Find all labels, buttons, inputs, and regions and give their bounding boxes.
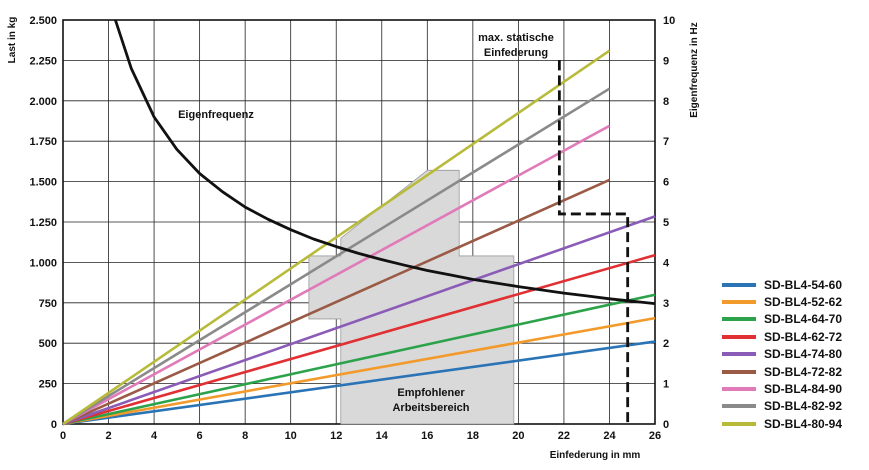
axis-ticks: 0 2 4 6 8 10 12 14 16 18 20 22 24 2602505007501.0001.… xyxy=(29,15,675,442)
y-left-tick-label: 2.250 xyxy=(29,55,57,67)
x-tick-label: 24 xyxy=(603,430,616,442)
y-left-tick-label: 500 xyxy=(39,338,57,350)
y-left-tick-label: 1.500 xyxy=(29,177,57,189)
legend-label: SD-BL4-64-70 xyxy=(764,312,843,327)
legend-swatch xyxy=(722,282,756,287)
series-line-sd-bl4-72-82 xyxy=(62,178,610,426)
x-tick-label: 22 xyxy=(558,430,570,442)
legend-label: SD-BL4-72-82 xyxy=(764,364,843,379)
legend-swatch xyxy=(722,317,756,322)
legend-label: SD-BL4-62-72 xyxy=(764,329,843,344)
legend-swatch xyxy=(722,369,756,374)
x-tick-label: 18 xyxy=(467,430,479,442)
legend-item: SD-BL4-80-94 xyxy=(722,415,869,432)
max-deflection-line-0 xyxy=(557,60,630,424)
natural-frequency-curve-group xyxy=(114,19,656,305)
series-line-sd-bl4-62-72 xyxy=(62,253,656,426)
y-left-tick-label: 1.000 xyxy=(29,257,57,269)
y-right-axis-title: Eigenfrequenz in Hz xyxy=(689,22,700,118)
x-tick-label: 26 xyxy=(649,430,661,442)
y-right-tick-label: 1 xyxy=(663,379,669,391)
series-line-sd-bl4-74-80 xyxy=(62,215,656,426)
x-tick-label: 14 xyxy=(376,430,389,442)
y-right-tick-label: 6 xyxy=(663,177,669,189)
legend-label: SD-BL4-54-60 xyxy=(764,277,843,292)
series-line-sd-bl4-52-62 xyxy=(62,316,656,426)
legend-label: SD-BL4-74-80 xyxy=(764,347,843,362)
legend-item: SD-BL4-84-90 xyxy=(722,380,869,397)
x-tick-label: 16 xyxy=(421,430,433,442)
y-right-tick-label: 2 xyxy=(663,338,669,350)
x-axis-title: Einfederung in mm xyxy=(550,450,641,461)
legend-item: SD-BL4-52-62 xyxy=(722,293,869,310)
x-tick-label: 12 xyxy=(330,430,342,442)
max-deflection-marker xyxy=(557,60,630,424)
legend-label: SD-BL4-80-94 xyxy=(764,416,843,431)
y-left-tick-label: 250 xyxy=(39,379,57,391)
y-right-tick-label: 9 xyxy=(663,55,669,67)
series-line-sd-bl4-80-94 xyxy=(62,49,611,426)
legend-label: SD-BL4-84-90 xyxy=(764,382,843,397)
legend-item: SD-BL4-62-72 xyxy=(722,328,869,345)
legend-swatch xyxy=(722,352,756,357)
series-line-sd-bl4-54-60 xyxy=(62,340,656,426)
series-line-sd-bl4-84-90 xyxy=(62,124,611,426)
max-deflection-label-line2: Einfederung xyxy=(484,47,548,59)
max-deflection-label-line1: max. statische xyxy=(478,32,554,44)
y-right-tick-label: 5 xyxy=(663,217,669,229)
y-left-tick-label: 2.500 xyxy=(29,15,57,27)
legend-item: SD-BL4-82-92 xyxy=(722,398,869,415)
series-lines xyxy=(62,49,656,426)
legend-item: SD-BL4-72-82 xyxy=(722,363,869,380)
x-tick-label: 6 xyxy=(197,430,203,442)
legend-swatch xyxy=(722,421,756,426)
y-right-tick-label: 4 xyxy=(663,257,670,269)
legend: SD-BL4-54-60 SD-BL4-52-62 SD-BL4-64-70 SD-B… xyxy=(722,276,869,433)
legend-label: SD-BL4-52-62 xyxy=(764,295,843,310)
y-left-tick-label: 0 xyxy=(51,419,57,431)
legend-swatch xyxy=(722,334,756,339)
series-line-sd-bl4-82-92 xyxy=(62,87,611,426)
x-tick-label: 2 xyxy=(105,430,111,442)
y-right-tick-label: 10 xyxy=(663,15,675,27)
x-tick-label: 4 xyxy=(151,430,158,442)
natural-frequency-curve xyxy=(114,19,656,305)
y-right-tick-label: 0 xyxy=(663,419,669,431)
y-right-tick-label: 3 xyxy=(663,298,669,310)
legend-swatch xyxy=(722,404,756,409)
y-right-tick-label: 7 xyxy=(663,136,669,148)
legend-swatch xyxy=(722,300,756,305)
x-tick-label: 0 xyxy=(60,430,66,442)
y-left-tick-label: 1.750 xyxy=(29,136,57,148)
series-line-sd-bl4-64-70 xyxy=(62,293,656,426)
legend-swatch xyxy=(722,387,756,392)
y-left-tick-label: 750 xyxy=(39,298,57,310)
legend-label: SD-BL4-82-92 xyxy=(764,399,843,414)
recommended-range-label-line1: Empfohlener xyxy=(397,387,465,399)
legend-item: SD-BL4-64-70 xyxy=(722,311,869,328)
y-left-axis-title: Last in kg xyxy=(7,17,18,64)
eigenfrequenz-label: Eigenfrequenz xyxy=(178,109,254,121)
recommended-range-label-line2: Arbeitsbereich xyxy=(392,402,469,414)
x-tick-label: 8 xyxy=(242,430,248,442)
y-left-tick-label: 1.250 xyxy=(29,217,57,229)
y-right-tick-label: 8 xyxy=(663,96,669,108)
x-tick-label: 10 xyxy=(285,430,297,442)
legend-item: SD-BL4-54-60 xyxy=(722,276,869,293)
y-left-tick-label: 2.000 xyxy=(29,96,57,108)
legend-item: SD-BL4-74-80 xyxy=(722,346,869,363)
x-tick-label: 20 xyxy=(512,430,524,442)
